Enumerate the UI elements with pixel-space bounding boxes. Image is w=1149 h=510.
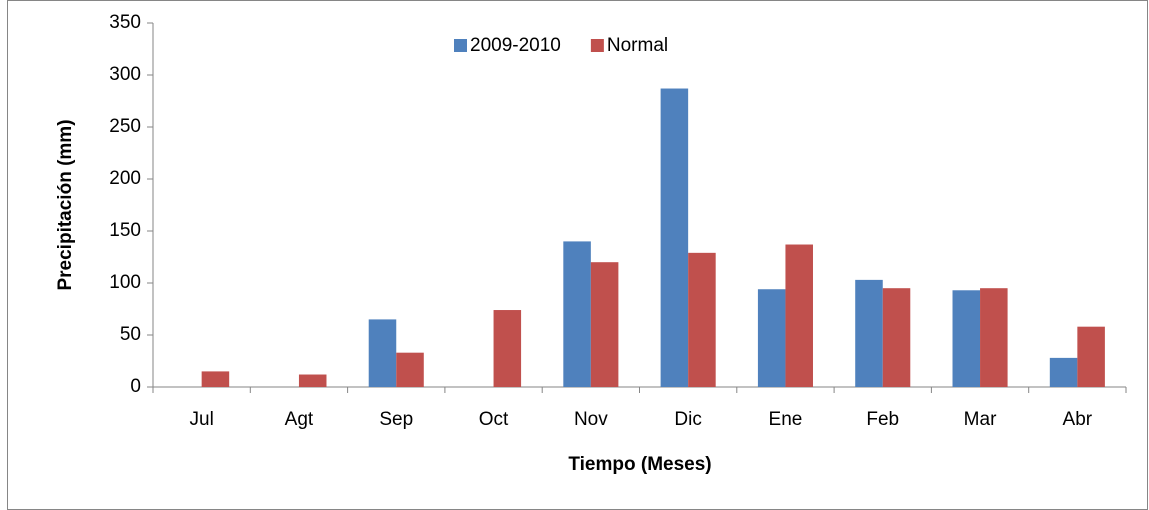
legend-swatch: [590, 39, 604, 52]
y-tick-label: 0: [130, 376, 141, 397]
bar: [785, 244, 813, 387]
x-tick-label: Agt: [285, 409, 314, 430]
bar: [1077, 326, 1105, 387]
x-tick-label: Oct: [479, 409, 509, 430]
y-tick-label: 300: [109, 64, 141, 85]
bar: [298, 374, 327, 387]
bar: [688, 252, 716, 387]
x-tick-label: Sep: [379, 409, 413, 430]
x-tick-label: Nov: [574, 409, 608, 430]
bar: [660, 88, 689, 388]
bar: [368, 319, 397, 387]
bar: [563, 241, 591, 387]
x-tick-label: Feb: [866, 409, 899, 430]
bar: [1049, 357, 1078, 387]
y-tick-label: 200: [109, 168, 141, 189]
y-tick-label: 100: [109, 272, 141, 293]
x-tick-label: Mar: [964, 409, 997, 430]
bar: [201, 371, 230, 387]
y-tick-label: 250: [109, 116, 141, 137]
x-axis-title: Tiempo (Meses): [568, 454, 711, 475]
bar: [396, 352, 424, 387]
y-axis-title: Precipitación (mm): [55, 119, 76, 290]
bar: [590, 262, 619, 387]
bar: [757, 289, 786, 387]
bar: [980, 288, 1008, 387]
bar: [855, 279, 883, 387]
y-tick-label: 50: [120, 324, 141, 345]
bar: [952, 290, 981, 387]
legend-swatch: [454, 39, 467, 52]
legend-label: 2009-2010: [470, 35, 561, 56]
x-tick-label: Jul: [190, 409, 214, 430]
bar: [882, 288, 911, 387]
x-tick-label: Ene: [769, 409, 803, 430]
x-tick-label: Abr: [1063, 409, 1093, 430]
x-tick-label: Dic: [674, 409, 701, 430]
y-tick-label: 350: [109, 12, 141, 33]
y-tick-label: 150: [109, 220, 141, 241]
legend-label: Normal: [607, 35, 668, 56]
bar: [493, 310, 522, 387]
